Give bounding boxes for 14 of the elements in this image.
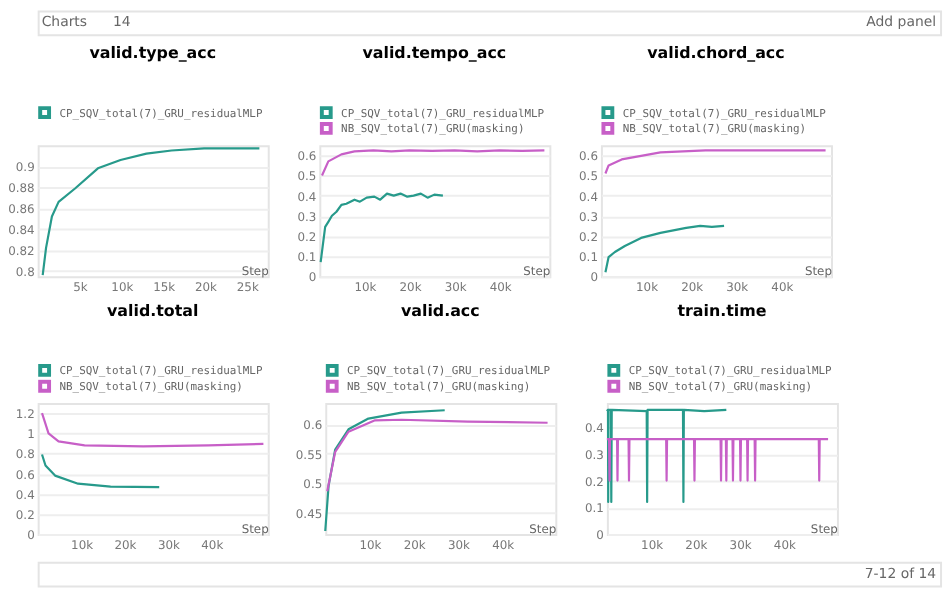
line-series <box>40 453 161 489</box>
chart-title: valid.acc <box>400 301 481 320</box>
line-series <box>604 224 726 274</box>
chart-title: valid.type_acc <box>89 44 217 63</box>
line-series <box>320 149 546 177</box>
chart-title: valid.total <box>107 301 199 320</box>
chart-title: valid.tempo_acc <box>362 44 507 63</box>
line-series <box>604 149 827 175</box>
chart-title: valid.chord_acc <box>647 44 786 63</box>
line-series <box>326 418 549 493</box>
line-series <box>324 409 446 533</box>
line-series <box>319 192 444 264</box>
line-series <box>40 412 265 448</box>
chart-title: train.time <box>677 301 767 320</box>
